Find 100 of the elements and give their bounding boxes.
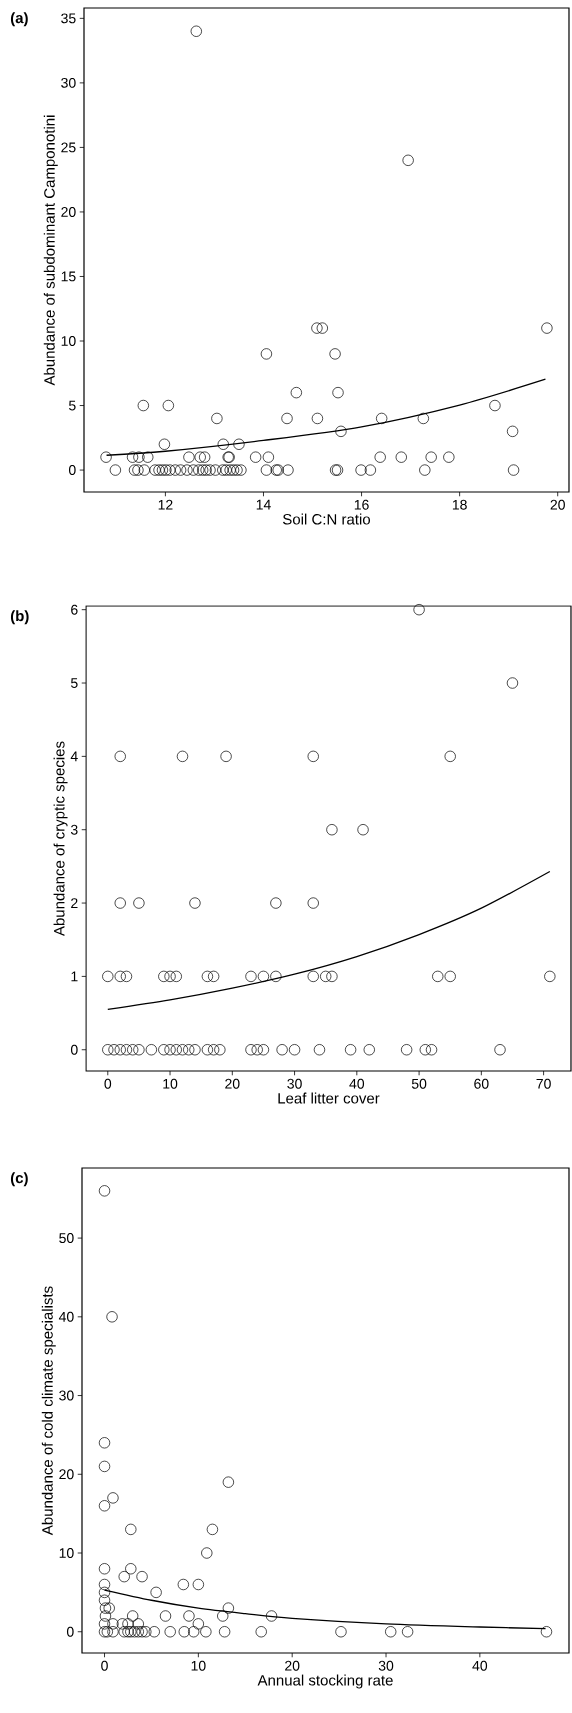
point [413,604,425,616]
point [444,970,456,983]
point [164,1626,176,1638]
point [145,1044,158,1056]
y-tick-label: 0 [68,465,76,476]
point [164,970,176,983]
point [218,1626,231,1638]
point [98,1594,111,1606]
point [114,970,126,983]
point [255,1626,267,1638]
y-tick-label: 5 [70,678,78,688]
point [114,897,126,909]
point [177,1578,189,1591]
point [192,1578,204,1591]
point [189,897,201,909]
x-tick-label: 20 [550,499,565,510]
point [363,1044,375,1056]
point [201,1044,214,1056]
point [118,1570,130,1583]
point [127,1044,139,1056]
point [265,1610,278,1622]
chart-title: (b) [10,610,29,625]
y-tick-label: 40 [58,1311,74,1322]
y-tick-label: 0 [70,1044,78,1055]
x-tick-label: 20 [225,1078,240,1089]
point [158,970,170,983]
x-tick-label: 40 [349,1078,365,1089]
point [176,750,189,763]
y-tick-label: 15 [61,271,76,282]
point [335,1626,347,1638]
point [307,897,319,909]
point [400,1044,413,1056]
point [159,1610,172,1622]
point [140,1626,152,1638]
point [357,824,369,836]
point [245,970,257,983]
point [133,897,145,909]
point [257,970,270,983]
point [201,970,214,983]
chart-title: (c) [10,1172,28,1187]
point [125,1563,137,1575]
point [222,1476,235,1488]
point [288,1044,301,1056]
x-tick-label: 0 [104,1078,112,1089]
point [108,1044,120,1056]
x-tick-label: 40 [472,1660,488,1671]
point [102,970,114,983]
point [251,1044,263,1056]
point [164,1044,176,1056]
y-tick-label: 0 [66,1626,74,1637]
point [207,970,220,983]
x-tick-label: 18 [452,499,467,510]
y-tick-label: 3 [70,824,78,835]
point [136,1626,148,1638]
point [192,1618,204,1630]
y-tick-label: 10 [59,1548,74,1558]
point [544,970,556,983]
point [276,1044,288,1056]
point [189,1044,201,1056]
point [103,1602,115,1614]
x-tick-label: 60 [474,1078,489,1089]
point [98,1185,111,1197]
x-tick-label: 30 [378,1660,394,1671]
x-tick-label: 20 [285,1660,300,1671]
point [222,1602,235,1614]
point [385,1626,397,1638]
point [116,1618,128,1630]
line-series [107,870,551,1011]
point [133,1044,145,1056]
point [125,1523,137,1536]
x-tick-label: 10 [163,1078,178,1089]
x-axis-title: Leaf litter cover [278,1092,380,1104]
point [128,1626,141,1638]
y-tick-label: 20 [59,1469,74,1480]
point [98,1563,111,1575]
point [120,970,133,983]
x-tick-label: 12 [158,499,173,510]
point [444,750,456,763]
point [214,1044,226,1056]
point [307,970,319,983]
chart-title: (a) [10,12,28,27]
x-tick-label: 0 [101,1660,108,1671]
point [107,1626,119,1638]
x-tick-label: 50 [411,1078,427,1089]
x-tick-label: 14 [256,499,271,510]
point [98,1460,111,1473]
point [107,1492,119,1504]
y-tick-label: 2 [71,898,78,908]
y-tick-label: 6 [71,604,78,615]
point [120,1044,133,1056]
y-tick-label: 4 [70,751,78,762]
point [313,1044,326,1056]
y-tick-label: 35 [61,13,76,24]
point [118,1626,130,1638]
point [98,1586,111,1599]
point [122,1618,134,1630]
x-tick-label: 16 [354,499,369,510]
point [132,1626,144,1638]
point [540,1626,553,1638]
point [114,750,126,763]
